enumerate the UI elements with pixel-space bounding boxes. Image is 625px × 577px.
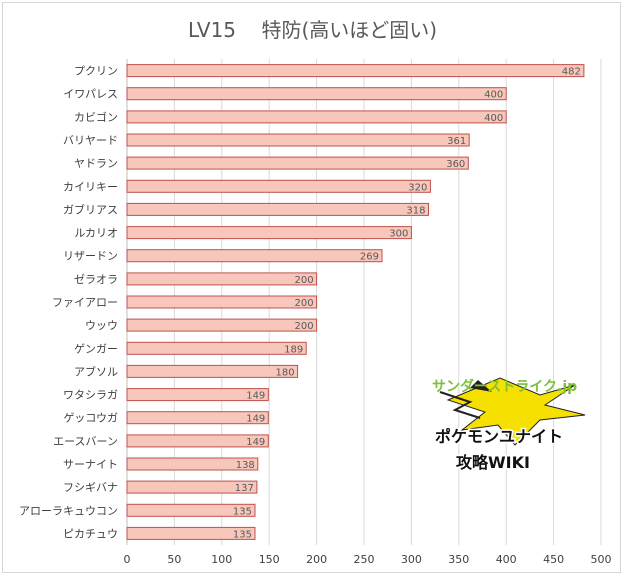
data-label: 318 (406, 205, 425, 216)
category-label: ウッウ (85, 319, 118, 332)
category-label: ピカチュウ (63, 527, 118, 540)
bar (126, 87, 507, 101)
data-label: 135 (233, 529, 252, 540)
category-label: ファイアロー (52, 296, 118, 309)
data-label: 149 (246, 437, 265, 448)
data-label: 149 (246, 414, 265, 425)
category-label: カイリキー (63, 180, 118, 193)
data-label: 200 (295, 298, 314, 309)
bar (126, 272, 318, 286)
category-label: イワパレス (63, 88, 118, 101)
data-label: 400 (484, 90, 503, 101)
watermark-site-name: サンダーストライク.jp (432, 378, 577, 395)
data-label: 482 (562, 67, 581, 78)
x-tick-label: 150 (259, 553, 280, 566)
bar (126, 434, 269, 448)
category-label: リザードン (63, 250, 118, 263)
data-label: 189 (284, 344, 303, 355)
bar (126, 503, 256, 517)
bar (126, 133, 470, 147)
category-label: エースバーン (53, 435, 118, 448)
category-label: バリヤード (63, 134, 118, 147)
x-tick-label: 300 (401, 553, 422, 566)
bar (126, 249, 383, 263)
data-label: 149 (246, 391, 265, 402)
category-label: ヤドラン (74, 157, 118, 170)
category-label: ゲッコウガ (63, 412, 118, 425)
bar (126, 411, 269, 425)
x-tick-label: 0 (124, 553, 131, 566)
data-label: 138 (236, 460, 255, 471)
category-label: ワタシラガ (63, 389, 118, 402)
data-label: 360 (446, 159, 465, 170)
x-tick-label: 250 (354, 553, 375, 566)
watermark-game-name: ポケモンユナイト (435, 427, 563, 446)
x-tick-label: 350 (448, 553, 469, 566)
data-label: 200 (295, 275, 314, 286)
site-watermark: サンダーストライク.jp ポケモンユナイト 攻略WIKI (432, 377, 586, 474)
data-label: 135 (233, 506, 252, 517)
category-label: カビゴン (74, 110, 118, 124)
bar (126, 341, 307, 355)
watermark-wiki-label: 攻略WIKI (456, 453, 530, 472)
bar (126, 64, 585, 78)
bar (126, 388, 269, 402)
bar (126, 457, 259, 471)
category-label: アブソル (74, 364, 118, 378)
category-label: ルカリオ (74, 227, 118, 240)
bar (126, 156, 469, 170)
bar (126, 226, 412, 240)
category-label: プクリン (74, 65, 118, 78)
x-tick-label: 500 (591, 553, 612, 566)
data-label: 320 (408, 182, 427, 193)
x-tick-label: 450 (543, 553, 564, 566)
data-label: 200 (295, 321, 314, 332)
bar (126, 295, 318, 309)
x-tick-label: 100 (211, 553, 232, 566)
x-tick-label: 50 (167, 553, 181, 566)
data-label: 269 (360, 252, 379, 263)
x-tick-label: 200 (306, 553, 327, 566)
bar (126, 364, 299, 378)
bar (126, 526, 256, 540)
chart-title: LV15 特防(高いほど固い) (187, 18, 438, 42)
category-label: サーナイト (63, 458, 118, 471)
category-label: ゲンガー (74, 342, 118, 355)
data-label: 180 (276, 367, 295, 378)
bar (126, 318, 318, 332)
category-label: アローラキュウコン (19, 504, 118, 517)
data-label: 361 (447, 136, 466, 147)
category-label: ガブリアス (63, 202, 118, 216)
bar (126, 202, 429, 216)
thunder-bird-icon (439, 377, 586, 446)
data-label: 137 (235, 483, 254, 494)
bar (126, 110, 507, 124)
category-label: フシギバナ (63, 481, 118, 494)
data-label: 300 (389, 229, 408, 240)
category-label: ゼラオラ (74, 273, 118, 286)
bar (126, 480, 258, 494)
x-tick-label: 400 (496, 553, 517, 566)
bar (126, 179, 431, 193)
data-label: 400 (484, 113, 503, 124)
